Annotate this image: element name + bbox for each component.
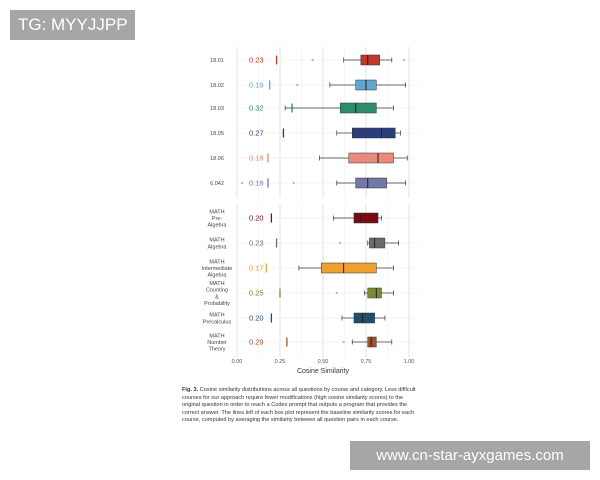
row-label: 6.042 bbox=[210, 181, 224, 187]
baseline-value-label: 0.20 bbox=[249, 314, 264, 323]
box-iqr bbox=[351, 127, 396, 139]
baseline-value-label: 0.23 bbox=[249, 239, 264, 248]
row-label: MATH bbox=[209, 313, 224, 319]
row-label: Pre- bbox=[212, 216, 223, 222]
baseline-value-label: 0.20 bbox=[249, 214, 264, 223]
baseline-value-label: 0.23 bbox=[249, 56, 264, 65]
row-label: MATH bbox=[209, 238, 224, 244]
row-label: MATH bbox=[209, 281, 224, 287]
outlier-point bbox=[402, 58, 406, 62]
outlier-point bbox=[339, 241, 342, 245]
row-label: Counting bbox=[206, 288, 228, 294]
x-tick-label: 0.50 bbox=[318, 359, 329, 365]
outlier-point bbox=[342, 340, 345, 344]
row-label: Number bbox=[207, 340, 227, 346]
row-label: Precalculus bbox=[203, 319, 232, 325]
caption-label: Fig. 3. bbox=[182, 387, 199, 393]
box-iqr bbox=[360, 54, 381, 66]
baseline-value-label: 0.27 bbox=[249, 129, 264, 138]
x-tick-label: 0.00 bbox=[232, 359, 243, 365]
x-tick-label: 1.00 bbox=[404, 359, 415, 365]
figure-caption: Fig. 3. Cosine similarity distributions … bbox=[182, 387, 420, 425]
panel-background bbox=[200, 47, 418, 198]
watermark-top: TG: MYYJJPP bbox=[10, 10, 135, 40]
box-iqr bbox=[369, 237, 386, 249]
baseline-value-label: 0.18 bbox=[249, 154, 264, 163]
caption-text: Cosine similarity distributions across a… bbox=[182, 387, 416, 424]
outlier-point bbox=[240, 181, 244, 185]
baseline-value-label: 0.29 bbox=[249, 338, 264, 347]
baseline-value-label: 0.32 bbox=[249, 104, 264, 113]
outlier-point bbox=[311, 58, 314, 62]
baseline-value-label: 0.18 bbox=[249, 179, 264, 188]
baseline-value-label: 0.25 bbox=[249, 289, 264, 298]
row-label: Algebra bbox=[208, 223, 228, 229]
box-iqr bbox=[367, 336, 377, 348]
box-iqr bbox=[353, 312, 375, 324]
row-label: Algebra bbox=[208, 244, 228, 250]
baseline-value-label: 0.17 bbox=[249, 264, 264, 273]
panel-background bbox=[200, 204, 418, 357]
box-iqr bbox=[367, 287, 382, 299]
row-label: 18.01 bbox=[210, 58, 224, 64]
box-iqr bbox=[339, 102, 377, 114]
row-label: Theory bbox=[208, 347, 225, 353]
watermark-bottom: www.cn-star-ayxgames.com bbox=[350, 441, 590, 470]
x-axis-label: Cosine Similarity bbox=[297, 368, 350, 375]
row-label: 18.02 bbox=[210, 83, 224, 89]
box-iqr bbox=[348, 152, 394, 164]
outlier-point bbox=[335, 291, 338, 295]
row-label: 18.05 bbox=[210, 131, 224, 137]
box-iqr bbox=[355, 177, 387, 189]
x-tick-label: 0.25 bbox=[275, 359, 286, 365]
row-label: 18.06 bbox=[210, 156, 224, 162]
row-label: MATH bbox=[209, 259, 224, 265]
row-label: Intermediate bbox=[202, 266, 233, 272]
baseline-value-label: 0.19 bbox=[249, 81, 264, 90]
x-tick-label: 0.75 bbox=[361, 359, 372, 365]
outlier-point bbox=[292, 181, 295, 185]
row-label: MATH bbox=[209, 333, 224, 339]
row-label: Probability bbox=[204, 301, 230, 307]
box-iqr bbox=[353, 212, 379, 224]
row-label: & bbox=[215, 294, 219, 300]
box-iqr bbox=[321, 262, 377, 274]
outlier-point bbox=[296, 83, 299, 87]
row-label: 18.03 bbox=[210, 106, 224, 112]
row-label: Algebra bbox=[208, 273, 228, 279]
row-label: MATH bbox=[209, 209, 224, 215]
